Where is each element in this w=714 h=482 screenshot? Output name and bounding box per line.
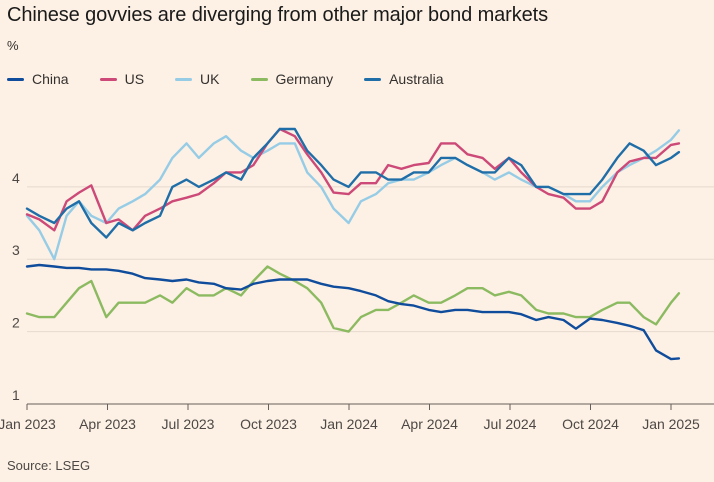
series-line-australia xyxy=(25,127,681,239)
x-tick-label: Apr 2023 xyxy=(79,416,136,432)
x-tick-label: Oct 2023 xyxy=(240,416,297,432)
x-tick-label: Jul 2023 xyxy=(162,416,215,432)
legend-label-uk: UK xyxy=(200,71,220,87)
x-tick-label: Oct 2024 xyxy=(562,416,619,432)
legend-label-germany: Germany xyxy=(275,71,334,87)
legend-swatch-us xyxy=(99,77,117,81)
legend-item-china: China xyxy=(7,71,69,87)
legend-label-australia: Australia xyxy=(389,71,444,87)
legend: China US UK Germany Australia xyxy=(7,70,475,88)
series-line-uk xyxy=(25,129,681,261)
y-axis-unit: % xyxy=(7,38,19,53)
legend-label-us: US xyxy=(124,71,145,87)
legend-swatch-uk xyxy=(175,77,193,81)
y-tick-label: 1 xyxy=(12,387,20,403)
legend-swatch-china xyxy=(7,77,24,81)
y-tick-label: 4 xyxy=(12,170,20,186)
x-tick-label: Jan 2024 xyxy=(320,416,378,432)
legend-swatch-australia xyxy=(364,77,382,81)
x-tick-label: Jan 2023 xyxy=(0,416,56,432)
legend-label-china: China xyxy=(32,71,69,87)
series-line-germany xyxy=(25,265,681,333)
y-tick-label: 3 xyxy=(12,242,20,258)
legend-swatch-germany xyxy=(250,77,268,81)
x-tick-label: Jul 2024 xyxy=(484,416,537,432)
source-note: Source: LSEG xyxy=(7,458,91,473)
line-chart: 1 2 3 4 Jan 2023 Apr 2023 Jul 2023 Oct 2023 Jan … xyxy=(0,127,714,432)
legend-item-uk: UK xyxy=(175,71,220,87)
chart-title: Chinese govvies are diverging from other… xyxy=(7,4,549,26)
x-tick-label: Apr 2024 xyxy=(401,416,458,432)
legend-item-germany: Germany xyxy=(250,71,334,87)
series-line-china xyxy=(25,263,681,361)
y-tick-label: 2 xyxy=(12,315,20,331)
legend-item-us: US xyxy=(99,71,145,87)
x-tick-label: Jan 2025 xyxy=(642,416,700,432)
legend-item-australia: Australia xyxy=(364,71,444,87)
